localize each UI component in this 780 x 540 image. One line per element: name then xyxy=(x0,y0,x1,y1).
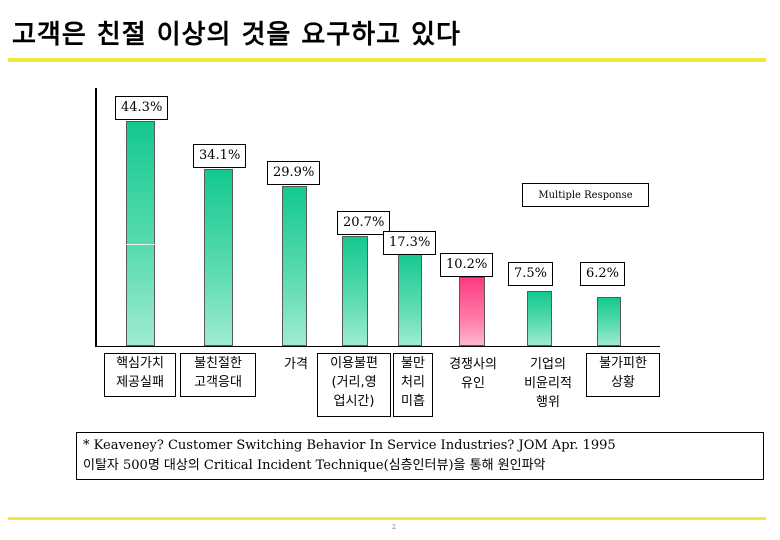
category-label: 핵심가치 제공실패 xyxy=(104,353,176,397)
category-label: 이용불편 (거리,영 업시간) xyxy=(317,353,391,417)
bar-unavoidable-situation xyxy=(597,297,621,346)
bar-unethical-behavior xyxy=(527,291,552,346)
category-label: 경쟁사의 유인 xyxy=(437,355,509,393)
value-label: 7.5% xyxy=(508,262,554,286)
value-label: 34.1% xyxy=(193,144,247,168)
bottom-rule xyxy=(8,517,766,520)
multiple-response-note: Multiple Response xyxy=(522,183,649,207)
category-label: 기업의 비윤리적 행위 xyxy=(510,355,586,412)
category-label: 가격 xyxy=(275,355,317,374)
value-label: 10.2% xyxy=(440,253,494,277)
footnote-source: * Keaveney? Customer Switching Behavior … xyxy=(83,438,616,453)
category-label: 불가피한 상황 xyxy=(586,353,660,397)
y-axis-line xyxy=(95,88,97,346)
bar-core-value-failure xyxy=(126,121,155,346)
value-label: 44.3% xyxy=(115,96,169,120)
page-number: 2 xyxy=(392,524,396,531)
title-underline xyxy=(8,58,766,62)
category-label: 불만 처리 미흡 xyxy=(393,353,433,417)
bar-unfriendly-service xyxy=(204,169,233,346)
bar-inconvenience xyxy=(342,236,368,346)
footnote-box: * Keaveney? Customer Switching Behavior … xyxy=(76,432,764,480)
bar-competitor-lure xyxy=(459,277,485,346)
value-label: 29.9% xyxy=(267,161,321,185)
page-title: 고객은 친절 이상의 것을 요구하고 있다 xyxy=(12,20,461,50)
footnote-method: 이탈자 500명 대상의 Critical Incident Technique… xyxy=(83,458,546,473)
category-label: 불친절한 고객응대 xyxy=(180,353,256,397)
value-label: 6.2% xyxy=(580,262,626,286)
bar-highlight-line xyxy=(126,244,155,245)
value-label: 17.3% xyxy=(383,231,437,255)
x-axis-line xyxy=(95,346,660,347)
value-label: 20.7% xyxy=(337,211,391,235)
bar-price xyxy=(282,186,307,346)
bar-complaint-handling xyxy=(398,252,422,346)
